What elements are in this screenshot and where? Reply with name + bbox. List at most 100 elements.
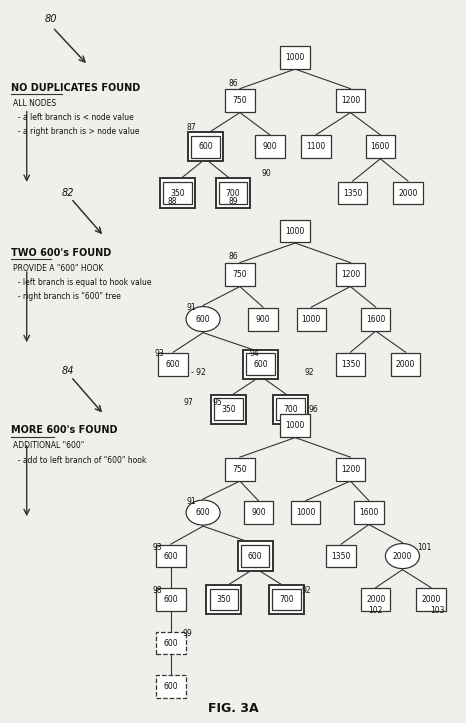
Text: 80: 80 — [44, 14, 57, 24]
FancyBboxPatch shape — [281, 220, 310, 242]
Text: 700: 700 — [283, 405, 298, 414]
Text: 103: 103 — [430, 606, 445, 615]
Text: 88: 88 — [168, 197, 177, 205]
Text: 1000: 1000 — [302, 315, 321, 324]
FancyBboxPatch shape — [272, 589, 301, 610]
Text: 102: 102 — [368, 606, 382, 615]
FancyBboxPatch shape — [255, 135, 285, 158]
Text: 1600: 1600 — [359, 508, 378, 517]
Text: TWO 600's FOUND: TWO 600's FOUND — [11, 247, 111, 257]
Text: 350: 350 — [171, 189, 185, 197]
Text: 1350: 1350 — [331, 552, 351, 560]
Text: 99: 99 — [182, 629, 192, 638]
FancyBboxPatch shape — [338, 181, 368, 205]
Text: 350: 350 — [217, 595, 231, 604]
FancyBboxPatch shape — [164, 182, 192, 204]
Text: 900: 900 — [256, 315, 270, 324]
Text: 2000: 2000 — [396, 360, 415, 369]
Text: 2000: 2000 — [398, 189, 418, 197]
Text: 600: 600 — [166, 360, 180, 369]
Text: 92: 92 — [301, 586, 311, 595]
FancyBboxPatch shape — [238, 542, 273, 570]
Text: 600: 600 — [254, 360, 268, 369]
Text: 600: 600 — [164, 682, 178, 691]
FancyBboxPatch shape — [156, 675, 185, 698]
Text: 350: 350 — [221, 405, 236, 414]
FancyBboxPatch shape — [361, 308, 391, 330]
Text: 1000: 1000 — [296, 508, 315, 517]
Text: 700: 700 — [279, 595, 294, 604]
Text: 97: 97 — [183, 398, 193, 407]
FancyBboxPatch shape — [244, 501, 273, 524]
Text: 91: 91 — [187, 497, 197, 506]
FancyBboxPatch shape — [336, 458, 365, 481]
FancyBboxPatch shape — [361, 588, 391, 611]
Text: 91: 91 — [187, 303, 197, 312]
Text: 1350: 1350 — [343, 189, 363, 197]
Text: 600: 600 — [248, 552, 262, 560]
FancyBboxPatch shape — [214, 398, 243, 420]
Text: 96: 96 — [308, 405, 318, 414]
FancyBboxPatch shape — [206, 585, 241, 615]
FancyBboxPatch shape — [416, 588, 445, 611]
Text: 1200: 1200 — [341, 465, 360, 474]
Text: 84: 84 — [62, 366, 74, 376]
Text: 1600: 1600 — [366, 315, 385, 324]
Text: 2000: 2000 — [366, 595, 385, 604]
Text: 1000: 1000 — [286, 226, 305, 236]
FancyBboxPatch shape — [158, 353, 188, 376]
Text: 600: 600 — [164, 595, 178, 604]
FancyBboxPatch shape — [156, 632, 185, 654]
Text: 1600: 1600 — [370, 142, 390, 151]
FancyBboxPatch shape — [391, 353, 420, 376]
FancyBboxPatch shape — [188, 132, 223, 161]
Text: 1100: 1100 — [306, 142, 326, 151]
Text: 101: 101 — [417, 543, 432, 552]
Text: 1350: 1350 — [341, 360, 360, 369]
FancyBboxPatch shape — [281, 46, 310, 69]
FancyBboxPatch shape — [269, 585, 304, 615]
Text: 93: 93 — [152, 543, 162, 552]
Text: 87: 87 — [187, 124, 197, 132]
Text: - 92: - 92 — [191, 368, 206, 377]
Text: - right branch is "600" tree: - right branch is "600" tree — [13, 292, 121, 301]
Text: NO DUPLICATES FOUND: NO DUPLICATES FOUND — [11, 83, 140, 93]
Ellipse shape — [385, 544, 419, 568]
FancyBboxPatch shape — [281, 414, 310, 437]
FancyBboxPatch shape — [219, 182, 247, 204]
FancyBboxPatch shape — [327, 544, 356, 568]
Text: 1200: 1200 — [341, 96, 360, 105]
FancyBboxPatch shape — [273, 395, 308, 424]
FancyBboxPatch shape — [247, 354, 275, 375]
Text: 750: 750 — [233, 465, 247, 474]
Text: - a right branch is > node value: - a right branch is > node value — [13, 127, 139, 137]
Text: 86: 86 — [228, 252, 238, 261]
FancyBboxPatch shape — [156, 544, 185, 568]
Text: 95: 95 — [212, 398, 222, 407]
FancyBboxPatch shape — [156, 588, 185, 611]
FancyBboxPatch shape — [215, 179, 251, 208]
FancyBboxPatch shape — [210, 589, 238, 610]
Text: 92: 92 — [304, 368, 314, 377]
FancyBboxPatch shape — [336, 353, 365, 376]
Text: 1000: 1000 — [286, 421, 305, 430]
FancyBboxPatch shape — [225, 263, 254, 286]
Text: PROVIDE A "600" HOOK: PROVIDE A "600" HOOK — [13, 264, 103, 273]
Text: 89: 89 — [228, 197, 238, 205]
Text: 86: 86 — [228, 79, 238, 87]
Text: 1000: 1000 — [286, 53, 305, 61]
FancyBboxPatch shape — [366, 135, 395, 158]
Text: 700: 700 — [226, 189, 240, 197]
FancyBboxPatch shape — [336, 89, 365, 112]
FancyBboxPatch shape — [354, 501, 384, 524]
Text: FIG. 3A: FIG. 3A — [208, 702, 258, 715]
FancyBboxPatch shape — [301, 135, 330, 158]
FancyBboxPatch shape — [243, 349, 278, 379]
Text: 2000: 2000 — [421, 595, 441, 604]
Text: 600: 600 — [164, 638, 178, 648]
Text: - a left branch is < node value: - a left branch is < node value — [13, 114, 134, 122]
Text: MORE 600's FOUND: MORE 600's FOUND — [11, 425, 117, 435]
FancyBboxPatch shape — [241, 545, 269, 567]
FancyBboxPatch shape — [225, 458, 254, 481]
Text: 90: 90 — [261, 169, 271, 178]
